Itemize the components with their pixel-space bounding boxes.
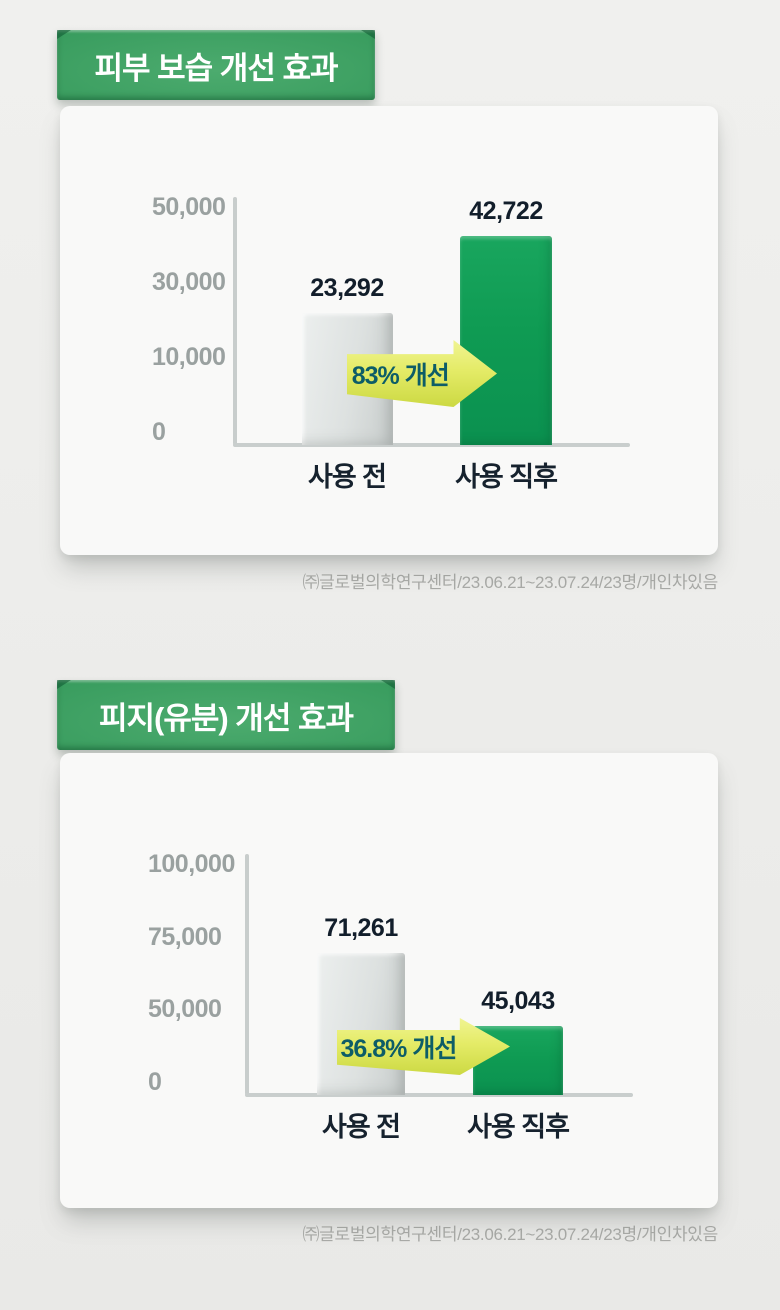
sebum-chart-card: 100,000 75,000 50,000 0 71,261 45,043 사용… [60,753,718,1208]
value-label-before: 71,261 [324,914,398,942]
y-axis-line [245,854,249,1095]
category-label-before: 사용 전 [321,1112,401,1142]
y-tick: 75,000 [148,922,222,951]
y-tick: 50,000 [152,193,226,221]
bar-before-use [317,953,405,1095]
category-label-before: 사용 전 [307,462,387,492]
category-label-after: 사용 직후 [467,1112,570,1142]
y-tick: 30,000 [152,268,226,296]
y-tick: 10,000 [152,343,226,371]
y-tick: 50,000 [148,995,222,1024]
sebum-title-banner: 피지(유분) 개선 효과 [57,680,395,750]
sebum-title: 피지(유분) 개선 효과 [98,700,354,736]
x-axis-line [245,1093,633,1097]
improvement-annotation: 36.8% 개선 [340,1034,457,1063]
moisture-bar-chart: 50,000 30,000 10,000 0 23,292 42,722 사용 … [152,193,630,492]
y-axis-tick-labels: 100,000 75,000 50,000 0 [148,850,244,1096]
y-axis-tick-labels: 50,000 30,000 10,000 0 [152,193,232,446]
sebum-bar-chart: 100,000 75,000 50,000 0 71,261 45,043 사용… [148,850,633,1142]
bar-after-use [460,236,552,445]
moisture-title-banner: 피부 보습 개선 효과 [57,30,375,100]
y-tick: 0 [148,1067,162,1096]
section-moisture: 피부 보습 개선 효과 50,000 30,000 10,000 0 23,29… [0,30,780,592]
improvement-annotation: 83% 개선 [351,361,450,390]
value-label-after: 45,043 [481,987,555,1015]
y-tick: 0 [152,418,166,446]
x-axis-line [233,443,630,447]
value-label-after: 42,722 [469,197,543,225]
source-note: ㈜글로벌의학연구센터/23.06.21~23.07.24/23명/개인차있음 [302,573,718,592]
y-axis-line [233,197,237,445]
moisture-title: 피부 보습 개선 효과 [94,50,339,86]
category-label-after: 사용 직후 [455,462,558,492]
moisture-chart-card: 50,000 30,000 10,000 0 23,292 42,722 사용 … [60,106,718,555]
y-tick: 100,000 [148,850,235,878]
source-note: ㈜글로벌의학연구센터/23.06.21~23.07.24/23명/개인차있음 [302,1225,718,1244]
value-label-before: 23,292 [310,274,384,302]
section-sebum: 피지(유분) 개선 효과 100,000 75,000 50,000 0 71,… [0,680,780,1244]
